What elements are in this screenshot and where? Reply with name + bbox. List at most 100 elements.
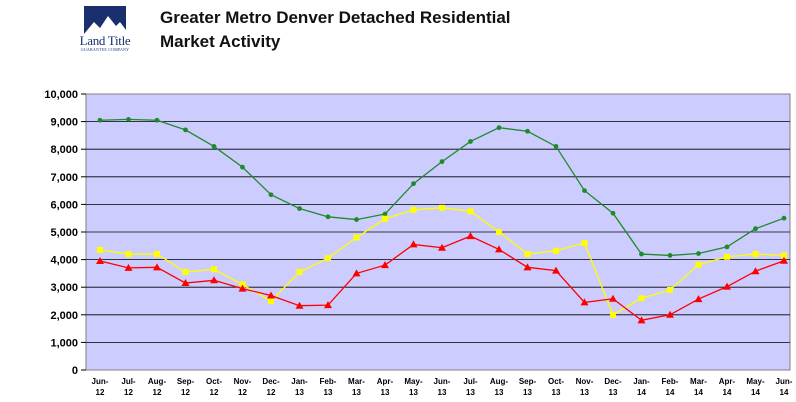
x-tick-year: 14 bbox=[751, 388, 760, 397]
data-point bbox=[183, 127, 188, 133]
x-tick-label: May- 14 bbox=[746, 377, 765, 397]
x-tick-label: Oct- 12 bbox=[206, 377, 222, 397]
y-tick-label: 1,000 bbox=[50, 337, 78, 349]
x-tick-label: Dec- 12 bbox=[262, 377, 280, 397]
x-tick-year: 12 bbox=[267, 388, 276, 397]
data-point bbox=[467, 208, 474, 215]
data-point bbox=[667, 253, 673, 258]
data-point bbox=[297, 206, 302, 211]
x-tick-year: 13 bbox=[552, 388, 561, 397]
x-tick-label: Jun- 13 bbox=[434, 377, 451, 397]
x-tick-month: Jun- bbox=[92, 377, 109, 386]
data-point bbox=[97, 117, 103, 123]
data-point bbox=[582, 188, 587, 194]
x-tick-year: 13 bbox=[438, 388, 447, 397]
x-tick-month: Mar- bbox=[348, 377, 365, 386]
x-tick-month: Oct- bbox=[206, 377, 222, 386]
series-1 bbox=[97, 116, 787, 258]
data-point bbox=[753, 226, 758, 232]
x-tick-month: Jan- bbox=[633, 377, 650, 386]
data-point bbox=[324, 301, 332, 309]
data-point bbox=[126, 116, 131, 122]
x-tick-year: 14 bbox=[666, 388, 675, 397]
y-tick-label: 5,000 bbox=[50, 227, 78, 239]
x-tick-year: 12 bbox=[124, 388, 133, 397]
x-tick-year: 12 bbox=[210, 388, 219, 397]
data-point bbox=[296, 269, 303, 276]
x-tick-year: 13 bbox=[466, 388, 475, 397]
x-tick-year: 13 bbox=[495, 388, 504, 397]
data-point bbox=[382, 215, 388, 222]
data-point bbox=[610, 210, 616, 216]
x-tick-label: Sep- 12 bbox=[177, 377, 195, 397]
data-point bbox=[96, 256, 104, 264]
data-point bbox=[524, 251, 531, 258]
data-point bbox=[325, 255, 331, 262]
y-tick-label: 4,000 bbox=[50, 255, 78, 267]
data-point bbox=[182, 269, 189, 276]
data-point bbox=[439, 159, 445, 165]
x-tick-month: Jun- bbox=[434, 377, 451, 386]
data-point bbox=[581, 240, 588, 247]
x-tick-month: Dec- bbox=[604, 377, 622, 386]
data-point bbox=[496, 229, 502, 235]
x-tick-year: 13 bbox=[324, 388, 333, 397]
data-point bbox=[410, 206, 417, 213]
x-tick-year: 14 bbox=[780, 388, 789, 397]
data-point bbox=[780, 256, 788, 264]
x-tick-month: Apr- bbox=[377, 377, 394, 386]
x-tick-month: Jul- bbox=[463, 377, 478, 386]
x-tick-month: Jul- bbox=[121, 377, 136, 386]
x-tick-year: 12 bbox=[181, 388, 190, 397]
x-tick-label: Sep- 13 bbox=[519, 377, 537, 397]
x-tick-label: Jun- 14 bbox=[776, 377, 793, 397]
x-tick-year: 14 bbox=[723, 388, 732, 397]
data-point bbox=[639, 251, 644, 257]
title-line-1: Greater Metro Denver Detached Residentia… bbox=[160, 8, 511, 27]
x-tick-label: Jan- 14 bbox=[633, 377, 650, 397]
x-tick-year: 13 bbox=[409, 388, 418, 397]
data-point bbox=[580, 298, 589, 306]
x-tick-label: Nov- 13 bbox=[576, 377, 594, 397]
title-line-2: Market Activity bbox=[160, 32, 281, 51]
mountain-icon bbox=[84, 16, 126, 34]
data-point bbox=[268, 298, 274, 304]
data-point bbox=[352, 269, 361, 277]
x-tick-month: Oct- bbox=[548, 377, 564, 386]
logo-text: Land Title bbox=[79, 33, 131, 48]
x-tick-label: Apr- 13 bbox=[377, 377, 394, 397]
x-axis-ticks: Jun-12Jul-12Aug-12Sep-12Oct-12Nov-12Dec-… bbox=[92, 377, 793, 397]
x-tick-month: Sep- bbox=[177, 377, 195, 386]
data-point bbox=[154, 117, 160, 123]
x-tick-month: Apr- bbox=[719, 377, 736, 386]
x-tick-month: May- bbox=[404, 377, 423, 386]
y-tick-label: 2,000 bbox=[50, 310, 78, 322]
x-tick-label: Feb- 14 bbox=[662, 377, 679, 397]
data-point bbox=[752, 251, 759, 258]
x-tick-year: 14 bbox=[694, 388, 703, 397]
x-tick-label: Jul- 12 bbox=[121, 377, 136, 397]
x-tick-year: 13 bbox=[580, 388, 589, 397]
data-point bbox=[409, 240, 418, 248]
data-point bbox=[97, 246, 103, 253]
x-tick-label: Dec- 13 bbox=[604, 377, 622, 397]
data-point bbox=[552, 266, 560, 274]
x-tick-year: 13 bbox=[381, 388, 390, 397]
data-point bbox=[381, 261, 389, 269]
data-point bbox=[495, 245, 503, 253]
data-point bbox=[523, 263, 532, 271]
data-point bbox=[211, 266, 217, 273]
y-tick-label: 3,000 bbox=[50, 282, 78, 294]
x-tick-month: Mar- bbox=[690, 377, 707, 386]
x-tick-label: Oct- 13 bbox=[548, 377, 564, 397]
data-point bbox=[295, 301, 304, 309]
data-point bbox=[610, 311, 616, 318]
x-tick-label: Jun- 12 bbox=[92, 377, 109, 397]
series-2 bbox=[97, 204, 787, 318]
data-point bbox=[240, 164, 245, 170]
x-tick-year: 13 bbox=[295, 388, 304, 397]
x-tick-label: Mar- 13 bbox=[348, 377, 365, 397]
x-tick-label: Jan- 13 bbox=[291, 377, 308, 397]
y-tick-label: 0 bbox=[72, 365, 78, 377]
x-tick-label: Apr- 14 bbox=[719, 377, 736, 397]
